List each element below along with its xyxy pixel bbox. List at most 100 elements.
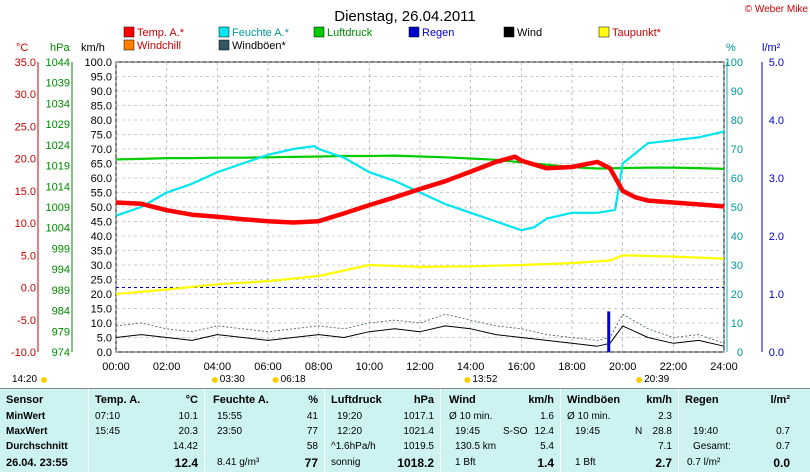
y-tick-humidity: 50 [731, 202, 743, 214]
y-tick-humidity: 80 [731, 115, 743, 127]
row-label: 26.04. 23:55 [6, 457, 68, 469]
y-tick-rain: 1.0 [769, 289, 784, 301]
time-marker-label: 03:30 [220, 374, 245, 385]
y-tick-pressure: 979 [52, 326, 70, 338]
y-tick-wind: 35.0 [91, 246, 112, 258]
y-tick-wind: 25.0 [91, 275, 112, 287]
y-tick-humidity: 100 [725, 57, 743, 69]
cell-value: 1019.5 [403, 441, 434, 452]
series-line-temp [115, 154, 725, 225]
cell-current: 77 [304, 456, 318, 470]
y-tick-temp: 25.0 [15, 121, 36, 133]
col-header: Regen [685, 394, 719, 406]
y-tick-pressure: 1004 [46, 223, 70, 235]
cell-label: Ø 10 min. [449, 411, 493, 422]
cell-value: 14.42 [172, 441, 198, 452]
x-tick-label: 04:00 [204, 361, 232, 373]
cell-time: 19:40 [693, 426, 719, 437]
col-header: Windböen [567, 394, 621, 406]
cell-value: 0.7 [776, 426, 790, 437]
y-tick-wind: 30.0 [91, 260, 112, 272]
cell-beaufort: 1 Bft [455, 457, 476, 468]
x-tick-label: 14:00 [457, 361, 485, 373]
col-humidity: Feuchte A. % 15:55 41 23:50 77 58 8.41 g… [204, 389, 324, 472]
time-marker-label: 13:52 [472, 374, 497, 385]
cell-time: 15:55 [217, 411, 243, 422]
cell-value: 20.3 [178, 426, 198, 437]
cell-current: 2.7 [655, 456, 672, 470]
x-tick-label: 24:00 [710, 361, 738, 373]
y-tick-pressure: 974 [52, 347, 70, 359]
y-tick-pressure: 1019 [46, 161, 70, 173]
cell-direction: N [635, 426, 643, 437]
y-tick-rain: 4.0 [769, 115, 784, 127]
y-tick-pressure: 1039 [46, 78, 70, 90]
y-tick-temp: 20.0 [15, 154, 36, 166]
legend-swatch [503, 26, 515, 38]
y-tick-temp: 0.0 [21, 283, 36, 295]
y-tick-rain: 2.0 [769, 231, 784, 243]
col-unit: % [308, 394, 318, 406]
legend-swatch [218, 39, 230, 51]
cell-value: 28.8 [652, 426, 672, 437]
y-tick-wind: 90.0 [91, 86, 112, 98]
time-marker-label: 14:20 [12, 374, 37, 385]
cell-value: 2.3 [658, 411, 672, 422]
col-header: Temp. A. [95, 394, 141, 406]
y-tick-pressure: 984 [52, 306, 70, 318]
cell-run: 130.5 km [455, 441, 497, 452]
rain-bar [607, 311, 611, 352]
y-tick-temp: 35.0 [15, 57, 36, 69]
y-tick-humidity: 70 [731, 144, 743, 156]
sun-marker-icon [211, 377, 218, 383]
y-tick-pressure: 1024 [46, 140, 70, 152]
copyright: © Weber Mike [745, 4, 809, 15]
cell-current: 1018.2 [397, 456, 434, 470]
cell-value: 10.1 [178, 411, 198, 422]
row-label: Durchschnitt [6, 441, 68, 452]
legend-label: Feuchte A.* [232, 27, 290, 39]
legend-swatch [313, 26, 325, 38]
y-tick-wind: 15.0 [91, 304, 112, 316]
col-gust: Windböen km/h Ø 10 min. 2.3 19:45 N 28.8… [560, 389, 678, 472]
legend-swatch [408, 26, 420, 38]
row-label: MaxWert [6, 426, 48, 437]
weather-chart: Dienstag, 26.04.2011 © Weber Mike Temp. A.… [11, 4, 809, 385]
y-tick-rain: 5.0 [769, 57, 784, 69]
x-tick-label: 10:00 [356, 361, 384, 373]
y-tick-rain: 3.0 [769, 173, 784, 185]
y-tick-humidity: 0 [737, 347, 743, 359]
y-tick-wind: 0.0 [97, 347, 112, 359]
x-tick-label: 18:00 [558, 361, 586, 373]
cell-beaufort: 1 Bft [575, 457, 596, 468]
cell-value: 41 [306, 411, 318, 422]
legend-swatch [123, 26, 135, 38]
series-line-windboeen [115, 313, 725, 344]
x-tick-label: 00:00 [102, 361, 130, 373]
col-unit: °C [185, 394, 198, 406]
col-rain: Regen l/m² 19:40 0.7 Gesamt: 0.7 0.7 l/m… [678, 389, 796, 472]
col-pressure: Luftdruck hPa 19:20 1017.1 12:20 1021.4 … [324, 389, 440, 472]
axis-unit-wind: km/h [81, 42, 105, 54]
cell-rain-total: 0.7 l/m² [687, 457, 721, 468]
y-tick-pressure: 1044 [46, 57, 70, 69]
y-tick-temp: -10.0 [11, 347, 36, 359]
axis-unit-humidity: % [726, 42, 736, 54]
col-unit: hPa [413, 394, 434, 406]
cell-forecast: sonnig [331, 457, 361, 468]
y-tick-wind: 85.0 [91, 101, 112, 113]
cell-value: 77 [306, 426, 318, 437]
series-line-taupunkt [115, 254, 725, 296]
cell-time: 19:20 [337, 411, 363, 422]
cell-time: 12:20 [337, 426, 363, 437]
y-tick-wind: 20.0 [91, 289, 112, 301]
y-tick-humidity: 30 [731, 260, 743, 272]
y-tick-wind: 40.0 [91, 231, 112, 243]
x-tick-label: 08:00 [305, 361, 333, 373]
y-tick-wind: 100.0 [84, 57, 112, 69]
x-tick-label: 22:00 [660, 361, 688, 373]
legend-label: Taupunkt* [612, 27, 662, 39]
legend-label: Wind [517, 27, 542, 39]
cell-value: 58 [306, 441, 318, 452]
